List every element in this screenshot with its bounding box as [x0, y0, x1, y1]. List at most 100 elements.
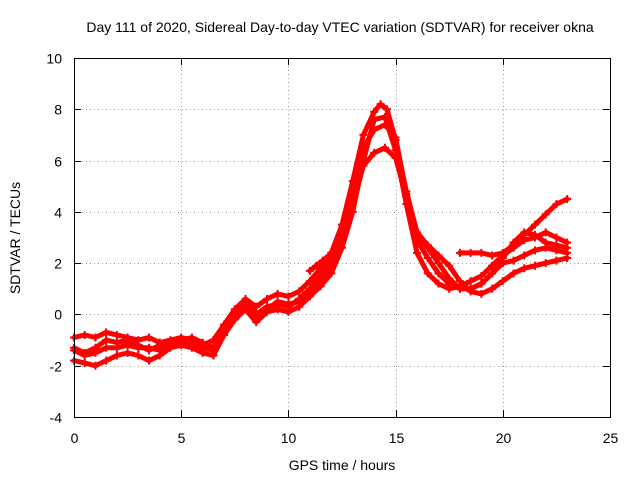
data-point: [198, 343, 207, 352]
series-line: [71, 101, 570, 348]
data-point: [530, 246, 539, 255]
data-point: [284, 292, 293, 301]
data-point: [273, 289, 282, 298]
data-point: [305, 287, 314, 296]
data-point: [488, 261, 497, 270]
data-point: [402, 189, 411, 198]
y-axis-label: SDTVAR / TECUs: [7, 182, 23, 294]
data-point: [91, 361, 100, 370]
data-series: [70, 100, 572, 370]
x-tick-label: 10: [281, 430, 297, 446]
data-point: [520, 264, 529, 273]
y-tick-label: 8: [54, 102, 62, 118]
axes: 0 5 10 15 20 25 -4 -2 0 2 4 6 8 10: [46, 51, 618, 447]
data-point: [295, 287, 304, 296]
data-point: [552, 200, 561, 209]
series-trace-c: [70, 112, 572, 370]
data-point: [327, 261, 336, 270]
series-line: [71, 145, 570, 356]
data-point: [380, 143, 389, 152]
data-point: [80, 351, 89, 360]
data-point: [273, 297, 282, 306]
x-tick-label: 5: [178, 430, 186, 446]
data-point: [552, 233, 561, 242]
series-trace-a: [70, 100, 572, 350]
data-point: [477, 271, 486, 280]
data-point: [413, 248, 422, 257]
data-point: [466, 277, 475, 286]
data-point: [488, 269, 497, 278]
data-point: [530, 220, 539, 229]
data-point: [445, 279, 454, 288]
data-point: [541, 259, 550, 268]
data-point: [498, 259, 507, 268]
data-point: [434, 279, 443, 288]
data-point: [155, 346, 164, 355]
data-point: [312, 261, 321, 270]
data-point: [413, 236, 422, 245]
data-point: [530, 233, 539, 242]
data-point: [423, 254, 432, 263]
data-point: [134, 351, 143, 360]
data-point: [91, 333, 100, 342]
data-point: [488, 284, 497, 293]
data-point: [91, 348, 100, 357]
x-axis-label: GPS time / hours: [289, 457, 396, 473]
data-point: [145, 343, 154, 352]
data-point: [145, 333, 154, 342]
data-point: [509, 241, 518, 250]
data-point: [434, 259, 443, 268]
data-point: [316, 277, 325, 286]
data-point: [262, 305, 271, 314]
data-point: [520, 230, 529, 239]
y-tick-label: -4: [50, 410, 63, 426]
data-point: [112, 351, 121, 360]
data-point: [370, 148, 379, 157]
data-point: [252, 312, 261, 321]
data-point: [434, 269, 443, 278]
data-point: [370, 125, 379, 134]
data-point: [434, 251, 443, 260]
data-point: [541, 210, 550, 219]
data-point: [123, 348, 132, 357]
data-point: [331, 246, 340, 255]
data-point: [273, 305, 282, 314]
data-point: [252, 302, 261, 311]
data-point: [187, 333, 196, 342]
data-point: [477, 279, 486, 288]
data-point: [325, 251, 334, 260]
data-point: [187, 341, 196, 350]
series-line: [71, 122, 570, 358]
y-tick-label: 10: [46, 51, 62, 67]
data-point: [423, 241, 432, 250]
data-point: [80, 330, 89, 339]
data-point: [134, 343, 143, 352]
series-trace-b: [70, 143, 572, 357]
series-trace-d: [70, 120, 572, 360]
data-point: [541, 228, 550, 237]
data-point: [477, 289, 486, 298]
data-point: [209, 346, 218, 355]
y-tick-label: 6: [54, 154, 62, 170]
data-point: [563, 248, 572, 257]
data-point: [295, 297, 304, 306]
x-tick-label: 25: [603, 430, 619, 446]
data-point: [80, 359, 89, 368]
data-point: [102, 356, 111, 365]
data-point: [241, 302, 250, 311]
data-point: [284, 300, 293, 309]
plot-frame: [74, 58, 611, 418]
data-point: [123, 341, 132, 350]
y-tick-label: 2: [54, 256, 62, 272]
grid: [74, 58, 610, 417]
data-point: [530, 261, 539, 270]
data-point: [102, 328, 111, 337]
data-point: [305, 266, 314, 275]
data-point: [305, 277, 314, 286]
data-point: [338, 233, 346, 242]
data-point: [488, 251, 497, 260]
data-point: [466, 248, 475, 257]
data-point: [102, 336, 111, 345]
data-point: [541, 243, 550, 252]
